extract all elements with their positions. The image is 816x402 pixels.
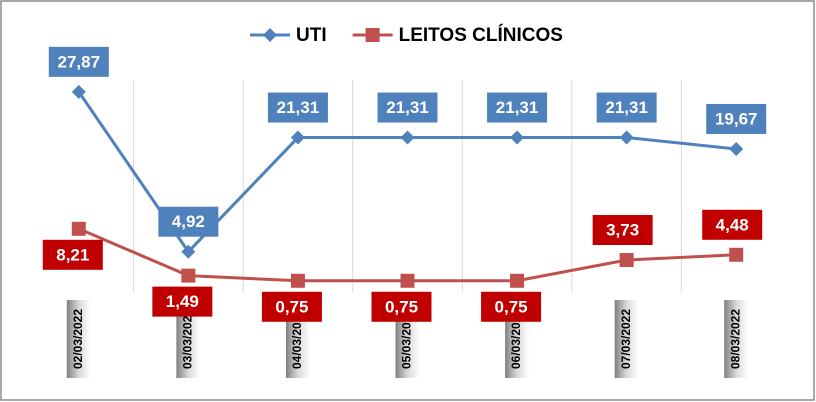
- x-tick-label: 03/03/2022: [181, 309, 195, 369]
- data-label: 21,31: [496, 98, 539, 117]
- data-label-box: [377, 92, 438, 123]
- marker: [510, 130, 525, 145]
- data-label-box: [481, 291, 542, 322]
- marker: [729, 247, 744, 262]
- x-tick-label: 06/03/2022: [509, 309, 523, 369]
- marker: [365, 28, 380, 42]
- data-label: 21,31: [605, 98, 648, 117]
- data-label-box: [152, 286, 213, 317]
- legend-label: UTI: [296, 25, 327, 46]
- marker: [71, 84, 86, 99]
- x-tick-label: 04/03/2022: [290, 309, 304, 369]
- category-box: [724, 300, 749, 378]
- data-label-box: [371, 291, 432, 322]
- data-label-box: [42, 239, 103, 270]
- category-box: [66, 300, 91, 378]
- data-label-box: [596, 92, 657, 123]
- marker: [400, 273, 415, 288]
- data-label-box: [706, 103, 767, 134]
- data-label: 1,49: [166, 292, 199, 311]
- category-box: [614, 300, 639, 378]
- data-label: 3,73: [606, 220, 639, 239]
- data-label: 21,31: [386, 98, 429, 117]
- marker: [181, 268, 196, 283]
- data-label-box: [592, 215, 653, 246]
- marker: [510, 273, 525, 288]
- x-tick-label: 02/03/2022: [71, 309, 85, 369]
- marker: [400, 130, 415, 145]
- data-label: 0,75: [385, 297, 418, 316]
- data-label: 0,75: [275, 297, 308, 316]
- data-label: 19,67: [715, 109, 758, 128]
- data-label-box: [702, 209, 763, 240]
- data-label-box: [487, 92, 548, 123]
- data-label: 4,92: [172, 212, 205, 231]
- marker: [290, 273, 305, 288]
- data-label-box: [261, 291, 322, 322]
- x-tick-label: 08/03/2022: [728, 309, 742, 369]
- x-tick-label: 05/03/2022: [400, 309, 414, 369]
- marker: [71, 221, 86, 236]
- marker: [181, 244, 196, 259]
- data-label-box: [158, 206, 219, 237]
- marker: [619, 253, 634, 268]
- marker: [619, 130, 634, 145]
- data-label: 21,31: [277, 98, 320, 117]
- marker: [263, 28, 277, 42]
- data-label-box: [267, 92, 328, 123]
- data-label: 4,48: [716, 215, 749, 234]
- data-label: 8,21: [56, 245, 89, 264]
- x-tick-label: 07/03/2022: [619, 309, 633, 369]
- data-label: 0,75: [495, 297, 528, 316]
- data-label: 27,87: [58, 52, 101, 71]
- data-label-box: [48, 46, 109, 77]
- marker: [729, 141, 744, 156]
- legend-label: LEITOS CLÍNICOS: [399, 24, 563, 46]
- marker: [290, 130, 305, 145]
